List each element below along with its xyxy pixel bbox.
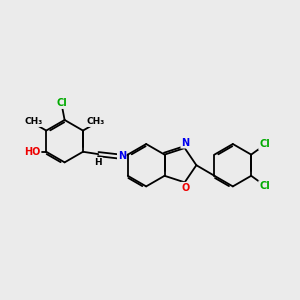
Text: Cl: Cl xyxy=(259,139,270,149)
Text: N: N xyxy=(181,138,189,148)
Text: Cl: Cl xyxy=(57,98,68,108)
Text: CH₃: CH₃ xyxy=(25,117,43,126)
Text: CH₃: CH₃ xyxy=(86,117,105,126)
Text: H: H xyxy=(94,158,102,167)
Text: HO: HO xyxy=(24,147,40,157)
Text: N: N xyxy=(118,151,126,160)
Text: Cl: Cl xyxy=(259,181,270,191)
Text: O: O xyxy=(181,183,189,193)
